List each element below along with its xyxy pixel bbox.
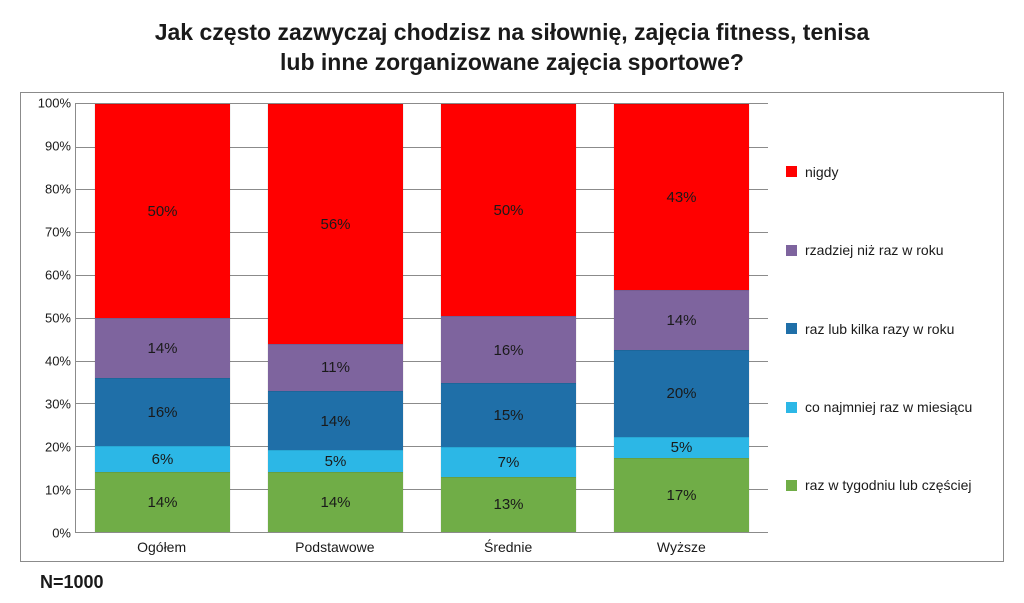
legend-swatch (786, 480, 797, 491)
bar-segment: 20% (614, 350, 749, 436)
y-tick-label: 60% (31, 267, 71, 282)
legend-swatch (786, 323, 797, 334)
bar-segment: 17% (614, 458, 749, 531)
title-line-1: Jak często zazwyczaj chodzisz na siłowni… (155, 19, 870, 45)
y-tick-label: 30% (31, 396, 71, 411)
y-tick-label: 100% (31, 95, 71, 110)
stacked-bar: 13%7%15%16%50% (440, 104, 577, 532)
stacked-bar: 14%6%16%14%50% (94, 104, 231, 532)
category-column: 14%5%14%11%56% (249, 104, 422, 532)
y-tick-label: 70% (31, 224, 71, 239)
bar-segment: 50% (95, 104, 230, 318)
bar-segment: 11% (268, 344, 403, 391)
y-tick-label: 50% (31, 310, 71, 325)
legend-swatch (786, 166, 797, 177)
plot-area: 14%6%16%14%50%14%5%14%11%56%13%7%15%16%5… (75, 103, 768, 533)
chart-title: Jak często zazwyczaj chodzisz na siłowni… (60, 18, 964, 78)
bar-segment: 14% (95, 318, 230, 378)
category-column: 14%6%16%14%50% (76, 104, 249, 532)
legend: nigdy rzadziej niż raz w roku raz lub kilk… (768, 103, 993, 555)
bar-segment: 16% (441, 316, 576, 384)
legend-label: raz lub kilka razy w roku (805, 321, 954, 337)
legend-swatch (786, 402, 797, 413)
legend-label: raz w tygodniu lub częściej (805, 477, 972, 493)
bar-segment: 13% (441, 477, 576, 532)
x-tick-label: Wyższe (595, 533, 768, 555)
legend-item: raz w tygodniu lub częściej (786, 477, 993, 493)
x-tick-label: Podstawowe (248, 533, 421, 555)
bar-segment: 14% (268, 472, 403, 532)
category-column: 13%7%15%16%50% (422, 104, 595, 532)
bar-segment: 6% (95, 446, 230, 472)
bar-segment: 43% (614, 104, 749, 290)
stacked-bar: 14%5%14%11%56% (267, 104, 404, 532)
bars-container: 14%6%16%14%50%14%5%14%11%56%13%7%15%16%5… (76, 104, 768, 532)
y-axis-ticks: 0%10%20%30%40%50%60%70%80%90%100% (31, 103, 71, 533)
x-tick-label: Ogółem (75, 533, 248, 555)
legend-item: raz lub kilka razy w roku (786, 321, 993, 337)
stacked-bar: 17%5%20%14%43% (613, 104, 750, 532)
bar-segment: 14% (268, 391, 403, 451)
bar-segment: 7% (441, 447, 576, 477)
bar-segment: 50% (441, 104, 576, 316)
chart-frame: 0%10%20%30%40%50%60%70%80%90%100% 14%6%1… (20, 92, 1004, 562)
legend-label: nigdy (805, 164, 838, 180)
y-tick-label: 80% (31, 181, 71, 196)
bar-segment: 15% (441, 383, 576, 447)
title-line-2: lub inne zorganizowane zajęcia sportowe? (280, 49, 744, 75)
x-axis-labels: OgółemPodstawoweŚrednieWyższe (75, 533, 768, 555)
bar-segment: 5% (268, 450, 403, 471)
legend-item: co najmniej raz w miesiącu (786, 399, 993, 415)
legend-label: rzadziej niż raz w roku (805, 242, 944, 258)
bar-segment: 14% (614, 290, 749, 351)
bar-segment: 16% (95, 378, 230, 446)
legend-label: co najmniej raz w miesiącu (805, 399, 972, 415)
legend-swatch (786, 245, 797, 256)
y-tick-label: 0% (31, 525, 71, 540)
bar-segment: 56% (268, 104, 403, 344)
y-tick-label: 20% (31, 439, 71, 454)
legend-item: nigdy (786, 164, 993, 180)
bar-segment: 5% (614, 437, 749, 459)
y-tick-label: 90% (31, 138, 71, 153)
legend-item: rzadziej niż raz w roku (786, 242, 993, 258)
bar-segment: 14% (95, 472, 230, 532)
sample-size-note: N=1000 (40, 572, 1004, 593)
y-tick-label: 40% (31, 353, 71, 368)
x-tick-label: Średnie (422, 533, 595, 555)
y-tick-label: 10% (31, 482, 71, 497)
category-column: 17%5%20%14%43% (595, 104, 768, 532)
